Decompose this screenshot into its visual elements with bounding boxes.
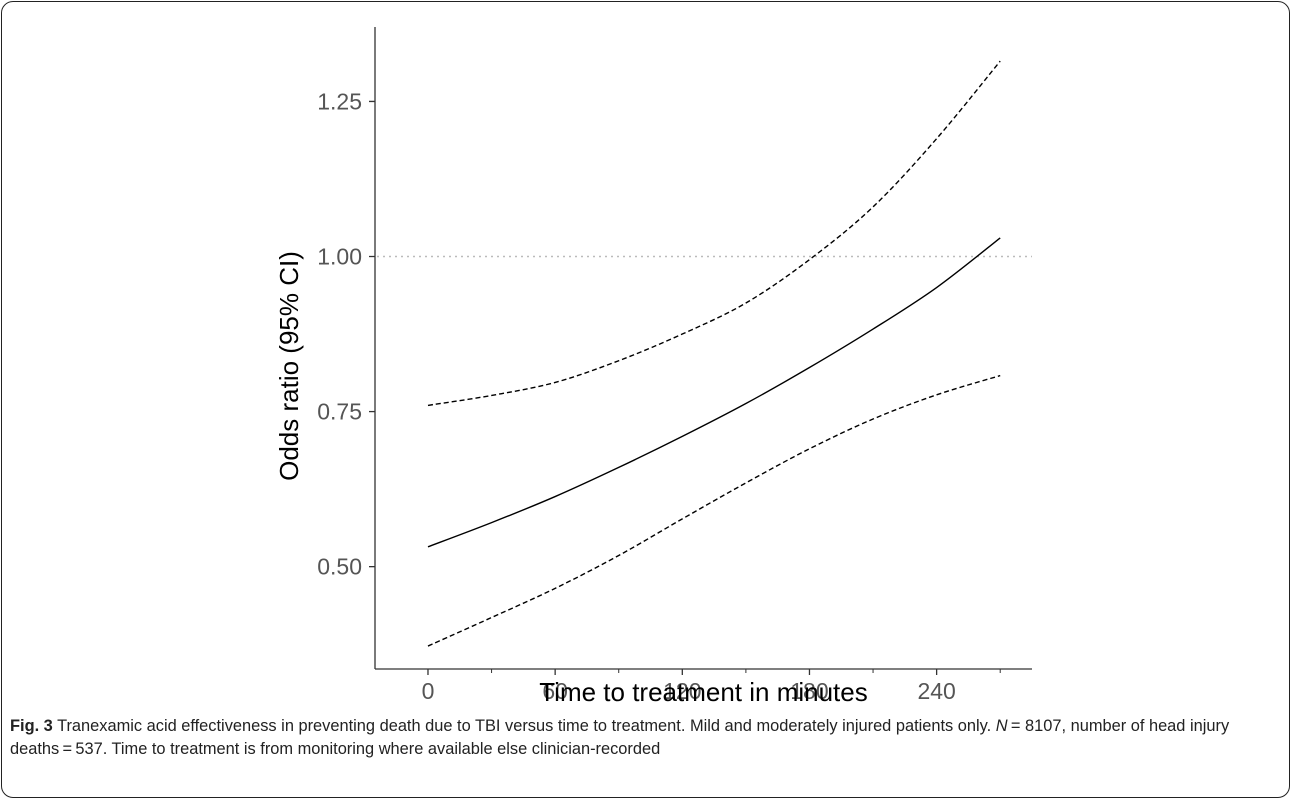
- y-tick-label: 1.00: [317, 244, 362, 270]
- series-line-lower: [427, 374, 1001, 647]
- x-tick-label: 180: [790, 678, 828, 704]
- y-tick-label: 0.50: [317, 554, 362, 580]
- series-line-upper: [427, 60, 1001, 407]
- x-tick-label: 0: [422, 678, 435, 704]
- series-line-estimate: [427, 237, 1001, 548]
- caption-text-2: = 8107, number of head injury deaths = 5…: [10, 717, 1230, 758]
- caption-label: Fig. 3: [10, 717, 53, 735]
- figure-caption: Fig. 3 Tranexamic acid effectiveness in …: [10, 715, 1280, 761]
- x-tick-label: 60: [542, 678, 568, 704]
- caption-n-symbol: N: [995, 717, 1008, 735]
- x-tick-label: 120: [663, 678, 701, 704]
- x-tick-label: 240: [917, 678, 955, 704]
- y-tick-label: 0.75: [317, 399, 362, 425]
- x-axis-title: Time to treatment in minutes: [539, 677, 868, 707]
- y-tick-label: 1.25: [317, 88, 362, 114]
- caption-text-1: Tranexamic acid effectiveness in prevent…: [52, 717, 996, 735]
- y-axis-title: Odds ratio (95% CI): [274, 251, 304, 481]
